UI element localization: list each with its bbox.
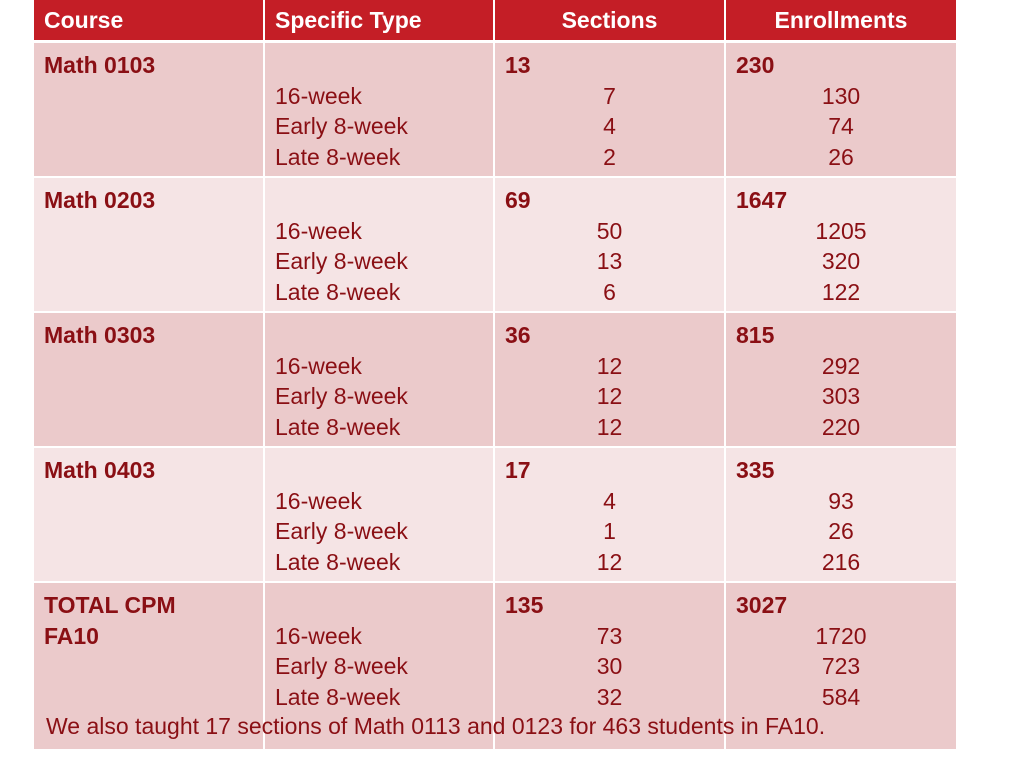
- header-course: Course: [34, 0, 265, 43]
- enrollments-value: 216: [821, 549, 861, 576]
- course-name: Math 0203: [44, 187, 156, 213]
- header-enrollments: Enrollments: [725, 0, 956, 43]
- type-label: Early 8-week: [275, 653, 408, 680]
- type-cell: 16-week Early 8-week Late 8-week: [264, 582, 495, 751]
- enrollments-value: 303: [821, 383, 861, 410]
- sections-cell: 36 12 12 12: [494, 312, 726, 448]
- sections-value: 30: [596, 653, 623, 680]
- course-name: Math 0103: [44, 52, 156, 78]
- sections-total: 135: [505, 592, 544, 618]
- enrollments-value: 26: [828, 518, 854, 545]
- type-label: 16-week: [275, 487, 362, 514]
- enrollments-cell: 1647 1205 320 122: [725, 177, 956, 313]
- type-label: 16-week: [275, 217, 362, 244]
- type-label: Early 8-week: [275, 113, 408, 140]
- sections-cell: 69 50 13 6: [494, 177, 726, 313]
- type-label: Late 8-week: [275, 279, 401, 306]
- enrollments-value: 220: [821, 414, 861, 441]
- total-row: TOTAL CPM FA10 16-week Early 8-week Late…: [34, 582, 956, 751]
- course-cell: Math 0203: [34, 177, 265, 313]
- type-label: Early 8-week: [275, 518, 408, 545]
- enrollments-value: 74: [828, 113, 854, 140]
- enrollments-total: 335: [736, 457, 775, 483]
- sections-value: 32: [596, 684, 623, 711]
- type-label: Early 8-week: [275, 383, 408, 410]
- enrollments-value: 584: [821, 684, 861, 711]
- enrollments-cell: 335 93 26 216: [725, 447, 956, 583]
- course-cell: TOTAL CPM FA10: [34, 582, 265, 751]
- course-cell: Math 0103: [34, 41, 265, 178]
- table-row: Math 0403 16-week Early 8-week Late 8-we…: [34, 447, 956, 583]
- type-label: Late 8-week: [275, 549, 401, 576]
- sections-total: 17: [505, 457, 531, 483]
- sections-total: 13: [505, 52, 531, 78]
- table-row: Math 0103 16-week Early 8-week Late 8-we…: [34, 41, 956, 178]
- sections-value: 12: [596, 383, 623, 410]
- sections-value: 12: [596, 352, 623, 379]
- enrollments-value: 292: [821, 352, 861, 379]
- enrollments-value: 26: [828, 144, 854, 171]
- enrollments-value: 93: [828, 487, 854, 514]
- course-name: Math 0303: [44, 322, 156, 348]
- sections-value: 2: [603, 144, 616, 171]
- enrollment-table-container: Course Specific Type Sections Enrollment…: [34, 0, 956, 751]
- sections-value: 4: [603, 487, 616, 514]
- enrollment-table: Course Specific Type Sections Enrollment…: [34, 0, 956, 751]
- sections-total: 36: [505, 322, 531, 348]
- footnote: We also taught 17 sections of Math 0113 …: [46, 713, 826, 739]
- type-cell: 16-week Early 8-week Late 8-week: [264, 312, 495, 448]
- type-label: 16-week: [275, 622, 362, 649]
- enrollments-value: 723: [821, 653, 861, 680]
- sections-cell: 13 7 4 2: [494, 41, 726, 178]
- type-label: Late 8-week: [275, 414, 401, 441]
- enrollments-value: 122: [821, 279, 861, 306]
- sections-value: 6: [603, 279, 616, 306]
- type-label: Late 8-week: [275, 144, 401, 171]
- type-cell: 16-week Early 8-week Late 8-week: [264, 41, 495, 178]
- sections-value: 7: [603, 82, 616, 109]
- sections-value: 50: [596, 217, 623, 244]
- course-cell: Math 0403: [34, 447, 265, 583]
- sections-value: 4: [603, 113, 616, 140]
- sections-total: 69: [505, 187, 531, 213]
- type-cell: 16-week Early 8-week Late 8-week: [264, 177, 495, 313]
- course-cell: Math 0303: [34, 312, 265, 448]
- course-name: TOTAL CPM: [44, 592, 176, 618]
- enrollments-total: 815: [736, 322, 775, 348]
- enrollments-value: 130: [821, 82, 861, 109]
- type-label: Early 8-week: [275, 248, 408, 275]
- header-sections: Sections: [494, 0, 726, 43]
- course-term: FA10: [44, 622, 99, 649]
- enrollments-total: 230: [736, 52, 775, 78]
- enrollments-cell: 230 130 74 26: [725, 41, 956, 178]
- type-label: 16-week: [275, 82, 362, 109]
- sections-value: 73: [596, 622, 623, 649]
- sections-value: 12: [596, 549, 623, 576]
- enrollments-value: 1720: [815, 622, 867, 649]
- enrollments-value: 320: [821, 248, 861, 275]
- enrollments-value: 1205: [815, 217, 867, 244]
- enrollments-total: 3027: [736, 592, 788, 618]
- type-label: Late 8-week: [275, 684, 401, 711]
- enrollments-cell: 3027 1720 723 584: [725, 582, 956, 751]
- table-row: Math 0303 16-week Early 8-week Late 8-we…: [34, 312, 956, 448]
- sections-cell: 17 4 1 12: [494, 447, 726, 583]
- sections-cell: 135 73 30 32: [494, 582, 726, 751]
- type-cell: 16-week Early 8-week Late 8-week: [264, 447, 495, 583]
- table-row: Math 0203 16-week Early 8-week Late 8-we…: [34, 177, 956, 313]
- enrollments-total: 1647: [736, 187, 788, 213]
- sections-value: 13: [596, 248, 623, 275]
- table-header-row: Course Specific Type Sections Enrollment…: [34, 0, 956, 43]
- header-specific-type: Specific Type: [264, 0, 495, 43]
- sections-value: 12: [596, 414, 623, 441]
- type-label: 16-week: [275, 352, 362, 379]
- course-name: Math 0403: [44, 457, 156, 483]
- sections-value: 1: [603, 518, 616, 545]
- enrollments-cell: 815 292 303 220: [725, 312, 956, 448]
